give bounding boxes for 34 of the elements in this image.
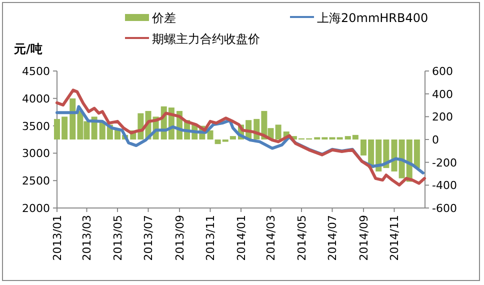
x-tick-label: 2013/01 [51, 215, 64, 261]
y2-tick-label: -200 [432, 156, 457, 170]
y2-tick-label: -400 [432, 179, 457, 192]
y2-tick-label: 400 [432, 88, 453, 101]
x-tick-label: 2013/07 [142, 215, 156, 261]
bar [230, 136, 236, 140]
x-tick-label: 2014/03 [264, 215, 278, 261]
legend-label: 价差 [151, 11, 176, 25]
y-tick-label: 3500 [22, 120, 50, 133]
x-tick-label: 2013/11 [204, 215, 218, 261]
x-tick-label: 2014/07 [326, 215, 340, 261]
y-tick-label: 4500 [22, 65, 50, 78]
x-tick-label: 2013/05 [111, 215, 124, 261]
x-tick-label: 2014/09 [358, 215, 370, 261]
y-tick-label: 4000 [22, 92, 50, 106]
x-tick-label: 2014/05 [295, 215, 308, 261]
legend-label: 期螺主力合约收盘价 [152, 32, 260, 46]
y-tick-label: 2500 [22, 174, 50, 188]
y2-tick-label: -600 [432, 202, 457, 215]
y-tick-label: 2000 [22, 202, 50, 215]
y2-tick-label: 200 [432, 110, 453, 124]
x-tick-label: 2014/11 [388, 215, 402, 261]
legend-label: 上海20mmHRB400 [317, 11, 428, 25]
bar [207, 130, 214, 140]
x-tick-label: 2013/09 [174, 215, 186, 261]
line-series [56, 88, 426, 186]
x-tick-label: 2013/03 [80, 215, 94, 261]
y2-tick-label: 0 [432, 134, 439, 146]
x-tick-label: 2014/01 [235, 215, 248, 261]
bar [275, 124, 282, 140]
y2-tick-label: 600 [432, 65, 453, 78]
y-axis-title: 元/吨 [13, 42, 42, 56]
bar [391, 140, 398, 172]
y-tick-label: 3000 [22, 147, 50, 160]
